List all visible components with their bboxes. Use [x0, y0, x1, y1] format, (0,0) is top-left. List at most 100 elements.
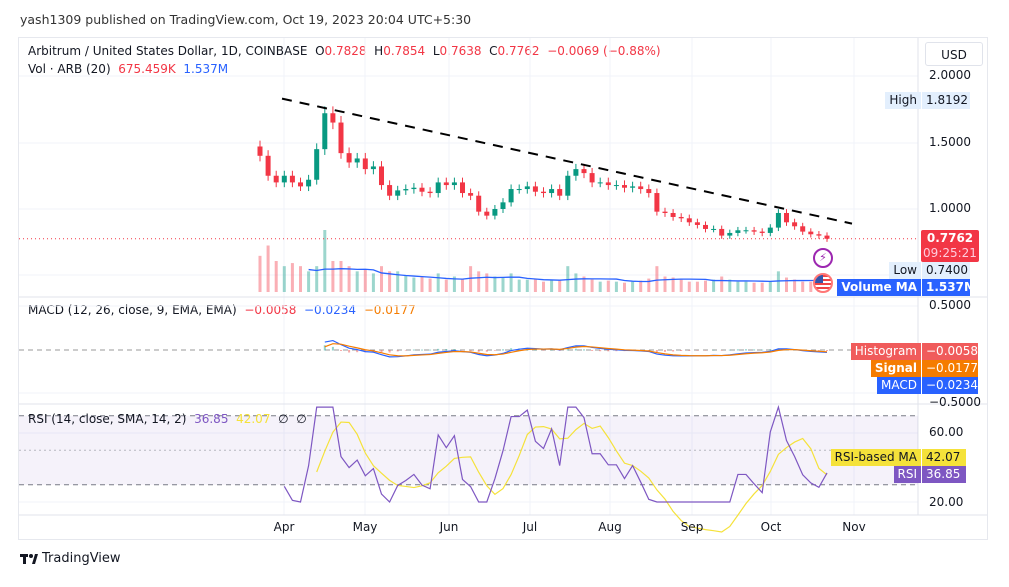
macd-histogram-bar: [510, 348, 513, 351]
volume-bar: [760, 282, 764, 292]
volume-bar: [776, 271, 780, 292]
macd-histogram-bar: [672, 350, 675, 352]
change-value: −0.0069 (−0.88%): [547, 44, 661, 58]
volume-bar: [639, 280, 643, 292]
signal-line: [324, 343, 828, 357]
volume-bar: [655, 266, 659, 292]
candle-body: [443, 182, 449, 186]
currency-button[interactable]: USD: [925, 42, 983, 66]
rsi-label[interactable]: RSI (14, close, SMA, 14, 2): [28, 412, 187, 426]
candle-body: [759, 231, 765, 233]
candle-body: [767, 227, 773, 233]
candle-body: [662, 211, 668, 213]
macd-histogram-bar: [704, 350, 707, 351]
candle-body: [306, 179, 312, 187]
volume-label[interactable]: Vol · ARB (20): [28, 62, 111, 76]
signal-tag-value: −0.0177: [922, 360, 978, 377]
open-value: 0.7828: [324, 44, 367, 58]
macd-histogram-bar: [655, 350, 658, 353]
volume-bar: [647, 278, 651, 292]
rsi-ma-value: 42.07: [236, 412, 271, 426]
macd-histogram-bar: [380, 350, 383, 353]
rsi-tag-value: 36.85: [922, 466, 966, 483]
candle-body: [370, 166, 376, 170]
tradingview-logo-icon: [20, 553, 38, 564]
low-tag-value: 0.7400: [922, 262, 970, 279]
volume-bar: [712, 279, 716, 292]
candle-body: [314, 149, 320, 180]
volume-bar: [355, 271, 359, 292]
candle-body: [743, 230, 749, 232]
candle-body: [257, 146, 263, 156]
volume-bar: [339, 261, 343, 292]
tradingview-logo[interactable]: TradingView: [20, 551, 121, 566]
candle-body: [719, 228, 725, 236]
volume-bar: [728, 279, 732, 292]
candle-body: [379, 166, 384, 186]
volume-bar: [299, 266, 302, 292]
macd-tick: −0.5000: [929, 395, 982, 409]
volume-bar: [404, 275, 408, 292]
candle-body: [751, 230, 757, 232]
macd-histogram-bar: [323, 345, 326, 351]
lightning-icon[interactable]: ⚡: [813, 248, 833, 268]
macd-histogram-bar: [340, 350, 342, 351]
volume-bar: [493, 276, 497, 292]
rsi-ma-tag-value: 42.07: [922, 449, 966, 466]
macd-histogram-bar: [542, 350, 545, 351]
candle-body: [532, 186, 538, 192]
volume-bar: [315, 266, 319, 292]
high-label: H: [374, 44, 384, 58]
candle-body: [330, 113, 336, 123]
candle-body: [516, 189, 522, 191]
volume-bar: [533, 278, 537, 292]
volume-bar: [720, 276, 724, 292]
low-label: L: [432, 44, 440, 58]
time-tick: Aug: [598, 520, 622, 534]
last-price-tag: 0.7762 09:25:21: [921, 230, 979, 262]
candle-body: [573, 169, 579, 176]
signal-tag-label: Signal: [870, 360, 921, 377]
volume-bar: [663, 276, 667, 292]
macd-histogram-bar: [761, 349, 764, 351]
volume-bar: [282, 266, 286, 292]
macd-histogram-bar: [485, 350, 488, 352]
volume-bar: [687, 281, 691, 292]
volume-bar: [469, 266, 473, 292]
symbol-name[interactable]: Arbitrum / United States Dollar, 1D, COI…: [28, 44, 308, 58]
volume-bar: [550, 279, 554, 292]
candle-body: [597, 182, 603, 184]
bar-countdown: 09:25:21: [923, 246, 977, 260]
macd-histogram-bar: [607, 350, 610, 352]
volume-bar: [517, 279, 521, 292]
candle-body: [727, 232, 733, 236]
macd-histogram-bar: [696, 350, 699, 351]
macd-histogram-bar: [453, 349, 456, 351]
macd-histogram-bar: [688, 350, 691, 351]
macd-histogram-bar: [826, 350, 828, 352]
macd-histogram-bar: [793, 349, 796, 351]
volume-bar: [801, 281, 805, 292]
macd-histogram-bar: [412, 349, 415, 351]
macd-histogram-bar: [591, 350, 594, 351]
candle-body: [508, 189, 514, 203]
candle-body: [565, 175, 571, 196]
candle-body: [686, 218, 692, 223]
macd-histogram-bar: [583, 349, 585, 351]
macd-histogram-bar: [745, 349, 747, 351]
macd-histogram-bar: [404, 350, 407, 351]
candle-body: [460, 182, 465, 194]
volume-bar: [266, 245, 270, 292]
volume-bar: [614, 281, 618, 292]
chart-frame: [18, 37, 988, 540]
candle-body: [630, 186, 636, 188]
us-flag-icon[interactable]: [813, 273, 833, 293]
candle-body: [265, 155, 271, 176]
macd-histogram-bar: [574, 348, 577, 351]
macd-tag-value: −0.0234: [922, 377, 978, 394]
volume-bar: [695, 281, 699, 292]
macd-histogram-bar: [469, 350, 472, 351]
candle-body: [670, 212, 676, 217]
rsi-tick: 20.00: [929, 495, 964, 509]
